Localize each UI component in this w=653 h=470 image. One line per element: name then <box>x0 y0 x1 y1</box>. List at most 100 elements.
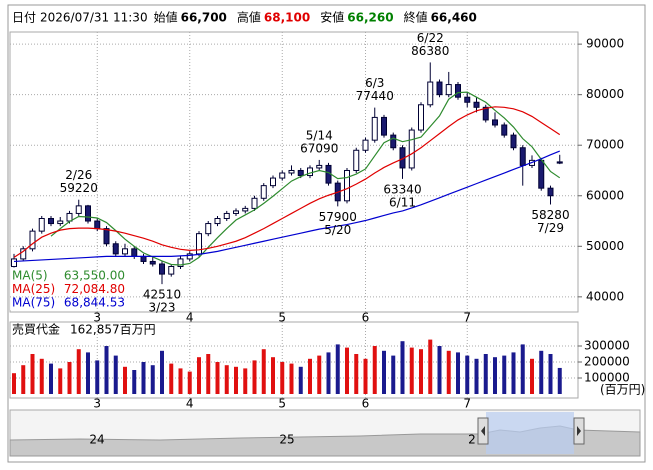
volume-bar <box>197 357 201 394</box>
price-pane <box>9 31 579 313</box>
legend-name: MA(75) <box>12 296 55 310</box>
candle-body <box>140 255 147 262</box>
candle-body <box>122 248 128 255</box>
handle-arrow <box>481 426 485 436</box>
volume-bar <box>446 350 451 394</box>
date-label: 日付 <box>12 11 36 25</box>
field-name: 安値 <box>320 10 344 25</box>
volume-bar <box>76 349 81 394</box>
legend-value: 68,844.53 <box>64 296 125 310</box>
volume-pane <box>9 321 579 399</box>
y-tick-label: 60000 <box>586 188 624 202</box>
candle-body <box>131 248 138 257</box>
volume-title: 売買代金 <box>12 322 60 337</box>
candle-body <box>445 84 452 96</box>
volume-bar <box>271 357 275 394</box>
volume-bar <box>363 358 368 394</box>
volume-bar <box>150 365 155 394</box>
candle-body <box>85 205 91 222</box>
candle-body <box>316 164 323 169</box>
annotation-price: 42510 <box>143 288 181 302</box>
candle-body <box>353 149 360 171</box>
x-tick-label: 3 <box>93 397 101 411</box>
annotation-date: 5/14 <box>306 128 333 142</box>
candle-body <box>251 197 258 209</box>
volume-bar <box>298 366 303 394</box>
x-tick-label: 4 <box>186 397 194 411</box>
legend-box <box>10 266 128 310</box>
annotation-price: 86380 <box>411 44 449 58</box>
candle-body <box>149 260 156 265</box>
volume-bar <box>317 355 322 394</box>
x-tick-label: 3 <box>93 311 101 325</box>
candle-body <box>260 185 267 199</box>
annotation-price: 67090 <box>300 141 338 155</box>
candle-body <box>455 84 461 98</box>
volume-bar <box>49 363 53 394</box>
volume-bar <box>243 368 248 394</box>
handle-arrow <box>577 426 581 436</box>
candle-body <box>75 205 82 214</box>
candle-body <box>233 210 239 214</box>
legend-name: MA(25) <box>12 282 55 296</box>
volume-bar <box>465 355 470 394</box>
candle-body <box>418 104 424 131</box>
volume-bar <box>67 362 72 394</box>
volume-bar <box>21 365 26 394</box>
candle-body <box>214 217 221 225</box>
volume-bar <box>419 349 423 394</box>
candle-body <box>48 217 54 225</box>
navigator-label: 2 <box>468 433 476 447</box>
date: 2026/07/31 11:30 <box>40 11 148 25</box>
annotation-date: 6/3 <box>365 76 384 90</box>
candle-body <box>473 101 480 108</box>
candle-body <box>510 134 517 149</box>
volume-bar <box>326 352 331 394</box>
volume-bar <box>215 362 220 394</box>
candle-body <box>297 169 304 177</box>
field-value: 66,700 <box>181 11 227 25</box>
annotation-price: 57900 <box>319 210 357 224</box>
candle-body <box>38 217 45 232</box>
navigator-window[interactable] <box>486 412 574 454</box>
candle-body <box>223 212 230 219</box>
volume-bar <box>520 344 525 394</box>
x-tick-label: 7 <box>463 311 471 325</box>
candle-body <box>94 220 101 230</box>
field-name: 高値 <box>237 10 261 25</box>
candle-body <box>501 124 508 136</box>
legend-value: 63,550.00 <box>64 269 125 283</box>
candle-body <box>482 106 489 121</box>
y-tick-label: 100000 <box>584 371 630 385</box>
volume-bar <box>86 352 90 394</box>
volume-bar <box>12 373 16 394</box>
annotation-price: 59220 <box>60 181 98 195</box>
volume-bar <box>502 355 507 394</box>
candle-body <box>519 147 526 166</box>
candle-body <box>270 177 276 187</box>
candle-body <box>29 230 36 250</box>
candle-body <box>492 119 498 126</box>
volume-bar <box>493 357 497 394</box>
candle-body <box>205 223 212 235</box>
volume-bar <box>280 362 285 394</box>
volume-bar <box>95 360 100 394</box>
y-tick-label: 40000 <box>586 289 624 303</box>
volume-bar <box>206 354 211 394</box>
volume-bar <box>557 367 562 394</box>
volume-latest: 162,857百万円 <box>70 323 156 337</box>
candle-body <box>381 116 387 136</box>
ma-line <box>50 91 561 266</box>
annotation-date: 6/11 <box>389 195 416 209</box>
annotation-date: 7/29 <box>537 221 564 235</box>
annotation-date: 2/26 <box>65 168 92 182</box>
candle-body <box>11 258 17 268</box>
field-value: 66,460 <box>431 11 477 25</box>
volume-bar <box>141 362 146 394</box>
volume-bar <box>511 352 516 394</box>
volume-bar <box>30 354 35 394</box>
volume-bar <box>169 363 174 394</box>
volume-bar <box>123 366 127 394</box>
legend-name: MA(5) <box>12 269 48 283</box>
